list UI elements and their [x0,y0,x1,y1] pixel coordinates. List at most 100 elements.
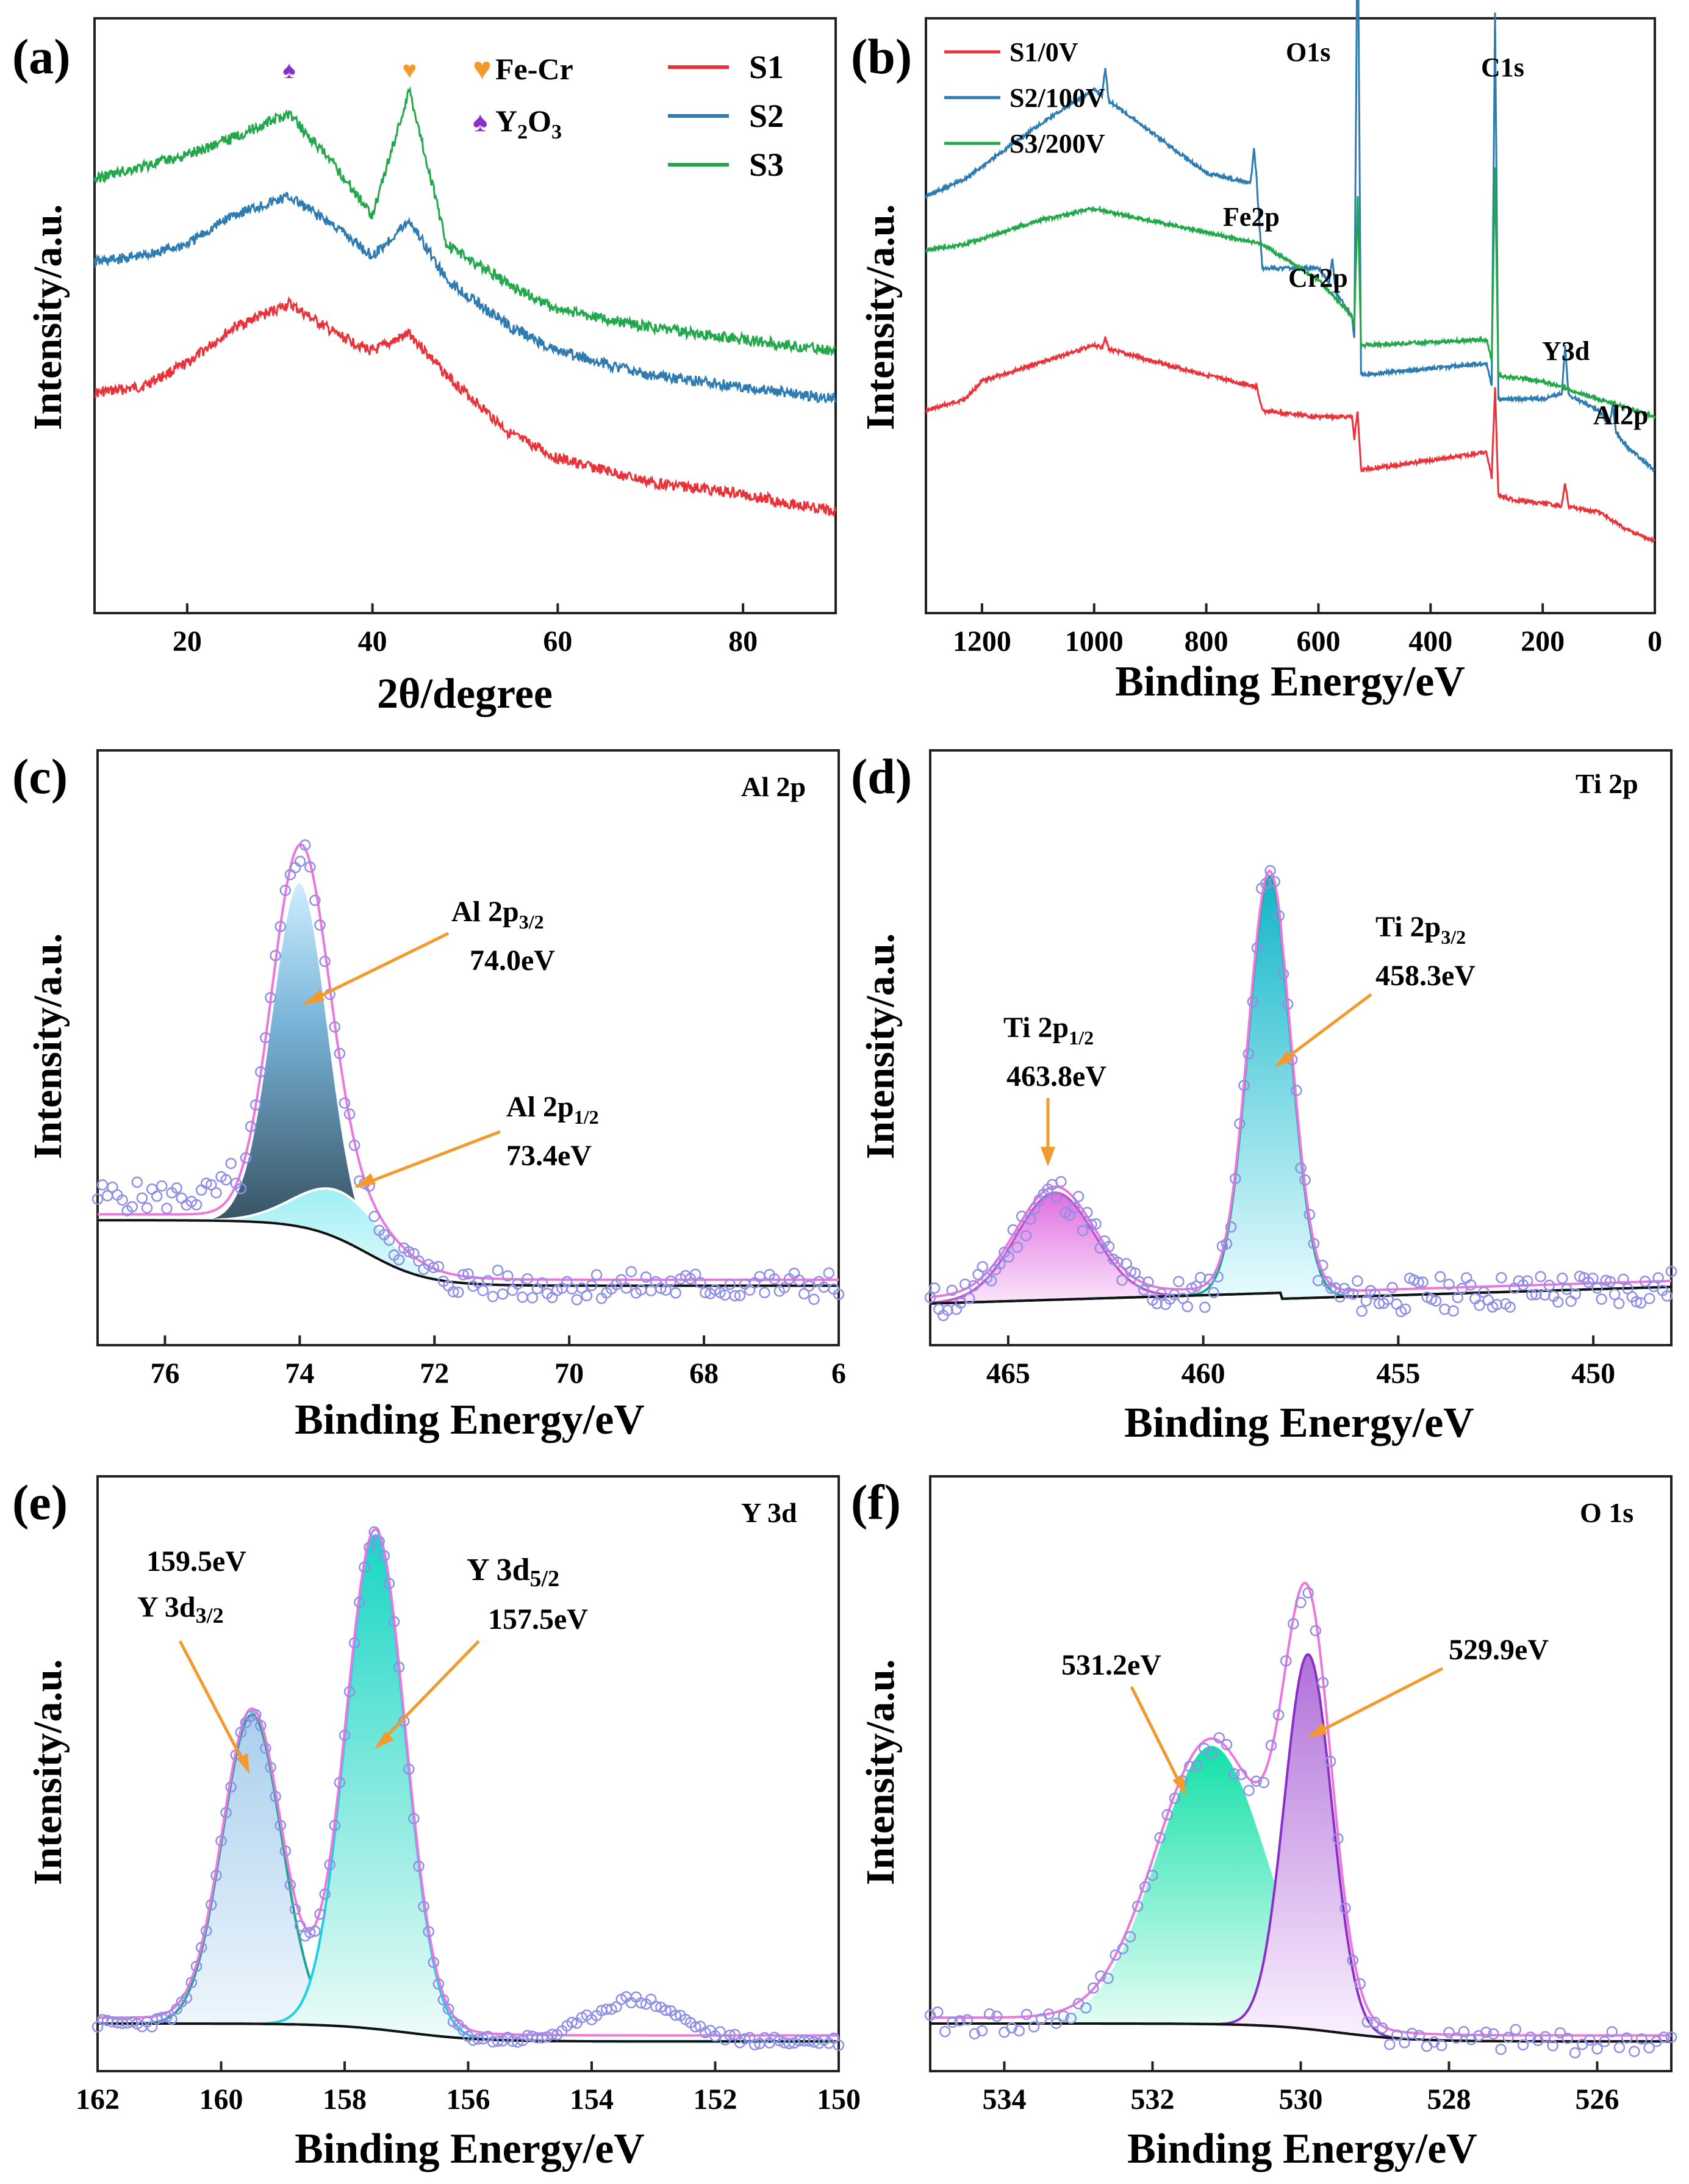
c1s-annotation: C1s [1481,52,1524,82]
panel-f-data-point [1006,2022,1017,2034]
y3d32-value: 159.5eV [146,1545,246,1578]
panel-f-data-point [1547,2040,1558,2052]
panel-d-data-point [1373,1298,1385,1310]
panel-f-data-points [924,1587,1677,2059]
al2p32-arrow [304,932,450,1005]
panel-c-data-point [117,1194,128,1206]
panel-b-xtick-label-2: 800 [1185,625,1228,658]
panel-d-data-point [1312,1274,1324,1287]
panel-f-data-point [983,2008,995,2020]
panel-c-data-point [413,1255,425,1267]
legend-y2o3-label: Y2O3 [495,104,562,143]
panel-e-data-point [364,1542,375,1553]
al2p32-arrowhead [302,990,325,1005]
panel-d-data-point [1086,1219,1097,1230]
panel-d-data-point [1077,1224,1089,1237]
panel-f-xtick-label-4: 526 [1576,2083,1619,2116]
o1s-531-arrowhead [1172,1775,1186,1795]
panel-c-data-point [195,1184,207,1196]
panel-c-data-point [249,1099,262,1111]
panel-c-data-point [265,992,276,1004]
panel-c-data-point [240,1152,252,1164]
panel-a-peak-markers: ♠ ♥ [282,56,417,84]
panel-d-data-point [1504,1301,1516,1313]
panel-d-data-point [1269,875,1280,888]
panel-d-data-point [1521,1275,1533,1287]
panel-b-xtick-label-0: 1200 [953,625,1011,658]
panel-f-data-point [1206,1748,1217,1760]
panel-d-data-point [1608,1288,1621,1301]
panel-e-data-point [635,1997,647,2009]
panel-d-data-point [1273,910,1285,922]
panel-d-data-point [1561,1284,1572,1295]
ti2p12-label: Ti 2p1/2 [1003,1011,1094,1049]
panel-f-data-point [1102,1972,1114,1985]
panel-c-data-point [590,1269,603,1281]
panel-d-data-point [1199,1301,1211,1313]
panel-c-data-point [655,1282,667,1295]
panel-f-data-point [1540,2031,1551,2042]
panel-c: (c) Intensity/a.u. Binding Energy/eV Al … [12,749,846,1443]
panel-f-data-point [1117,1942,1129,1955]
panel-e-data-point [329,1820,341,1831]
panel-f-data-point [1332,1833,1344,1845]
panel-f-data-point [1665,2031,1677,2043]
panel-b: (b) Intensity/a.u. Binding Energy/eV 120… [851,0,1662,705]
panel-b-xlabel: Binding Energy/eV [1115,658,1465,705]
panel-f-data-point [1288,1618,1299,1629]
panel-d-data-point [1630,1296,1643,1308]
panel-f-data-point [1406,2028,1418,2039]
panel-f-data-point [961,2014,974,2026]
panel-c-data-point [522,1273,533,1285]
panel-d-data-point [1020,1230,1032,1241]
panel-c-data-point [615,1274,627,1285]
panel-a-series-s1 [94,296,837,517]
panel-a-xtick-label-1: 40 [358,625,387,658]
panel-c-data-point [581,1290,593,1302]
panel-d-data-point [1417,1276,1429,1288]
panel-c-data-point [403,1246,415,1258]
panel-d-data-point [1129,1267,1141,1279]
panel-f-data-point [1502,2031,1514,2043]
panel-b-ticks: 1200 1000 800 600 400 200 0 [953,603,1662,658]
panel-d-data-point [1173,1276,1185,1287]
panel-d-data-point [1600,1274,1612,1287]
panel-d-data-point [1238,1079,1250,1091]
panel-b-xtick-label-6: 0 [1648,625,1662,658]
panel-d-ticks: 465 460 455 450 [986,1335,1615,1390]
panel-d-data-point [1295,1162,1307,1174]
panel-e-data-point [403,1763,415,1775]
panel-d-data-point [1496,1272,1507,1284]
panel-e-component-0 [98,1713,839,2043]
panel-c-data-point [294,855,306,867]
panel-e-data-point [339,1730,351,1741]
panel-e-data-point [190,1960,203,1972]
panel-f-data-point [947,2016,958,2028]
panel-d-xtick-label-1: 460 [1182,1357,1225,1390]
panel-f-data-point [1095,1970,1106,1982]
panel-c-data-point [660,1284,672,1296]
y3d52-label: Y 3d5/2 [467,1553,559,1592]
panel-e-data-point [185,1977,198,1989]
panel-f-data-point [1250,1775,1262,1787]
panel-e-data-point [343,1686,356,1698]
panel-c-xtick-label-4: 68 [689,1357,719,1390]
panel-f-data-point [1451,2032,1462,2044]
panel-a-frame [93,17,837,614]
panel-e-data-point [724,2029,736,2041]
panel-d-data-point [1382,1293,1394,1306]
panel-e-data-point [378,1550,390,1562]
panel-f-data-point [1599,2036,1610,2047]
panel-b-xtick-label-5: 200 [1521,625,1565,658]
panel-c-data-point [91,1193,104,1205]
panel-d-data-point [1565,1295,1577,1307]
panel-a-xtick-label-2: 60 [543,625,572,658]
panel-c-data-point [270,950,281,961]
panel-c-data-point [526,1292,539,1304]
panel-f-data-point [1184,1761,1196,1772]
panel-c-data-point [517,1291,528,1303]
panel-e-data-point [274,1819,286,1831]
panel-c-data-point [225,1157,237,1169]
panel-f-data-point [1228,1768,1240,1780]
panel-b-series-s3-200v [925,167,1656,420]
